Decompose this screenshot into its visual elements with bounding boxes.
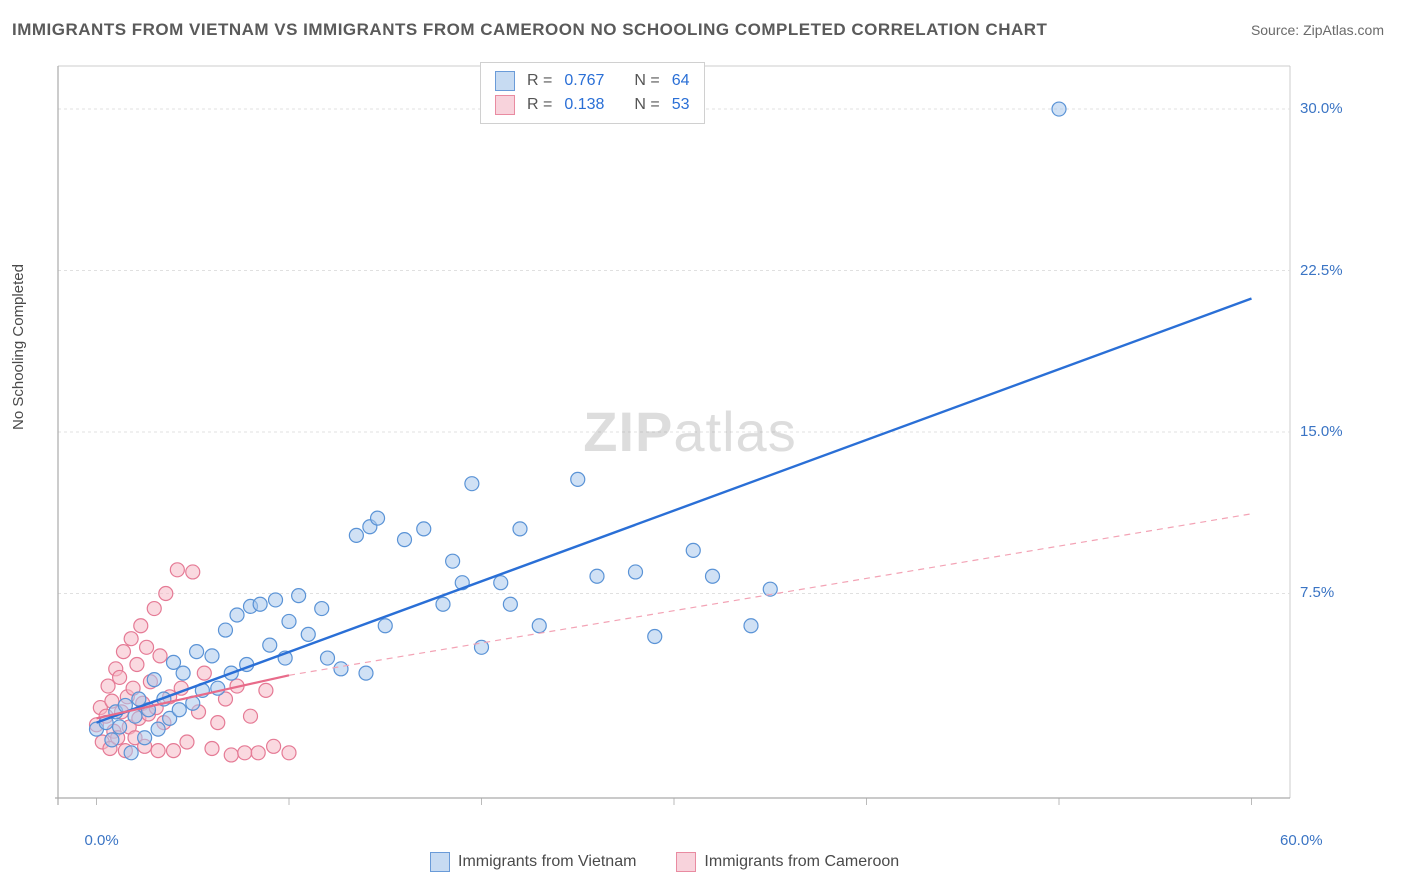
r-value: 0.767 — [564, 72, 604, 90]
legend-label: Immigrants from Cameroon — [704, 853, 899, 871]
chart-area: ZIPatlas R = 0.767N = 64R = 0.138N = 53 — [50, 58, 1330, 818]
y-tick-label: 30.0% — [1300, 100, 1343, 117]
n-label: N = — [634, 72, 659, 90]
r-value: 0.138 — [564, 96, 604, 114]
legend-label: Immigrants from Vietnam — [458, 853, 636, 871]
n-value: 53 — [672, 96, 690, 114]
y-tick-label: 22.5% — [1300, 262, 1343, 279]
n-label: N = — [634, 96, 659, 114]
bottom-legend: Immigrants from Vietnam Immigrants from C… — [430, 852, 899, 872]
legend-swatch — [430, 852, 450, 872]
legend-stats-row: R = 0.138 N = 53 — [495, 93, 690, 117]
legend-stats-box: R = 0.767 N = 64 R = 0.138 N = 53 — [480, 62, 705, 124]
y-tick-label: 15.0% — [1300, 423, 1343, 440]
y-tick-label: 7.5% — [1300, 584, 1334, 601]
legend-swatch — [676, 852, 696, 872]
legend-item: Immigrants from Vietnam — [430, 852, 636, 872]
legend-stats-row: R = 0.767 N = 64 — [495, 69, 690, 93]
scatter-chart — [50, 58, 1330, 818]
y-axis-label: No Schooling Completed — [10, 264, 27, 430]
r-label: R = — [527, 72, 552, 90]
legend-item: Immigrants from Cameroon — [676, 852, 899, 872]
chart-title: IMMIGRANTS FROM VIETNAM VS IMMIGRANTS FR… — [12, 20, 1047, 40]
legend-swatch — [495, 71, 515, 91]
n-value: 64 — [672, 72, 690, 90]
source-attribution: Source: ZipAtlas.com — [1251, 22, 1384, 38]
r-label: R = — [527, 96, 552, 114]
x-min-label: 0.0% — [85, 832, 119, 849]
legend-swatch — [495, 95, 515, 115]
x-max-label: 60.0% — [1280, 832, 1323, 849]
